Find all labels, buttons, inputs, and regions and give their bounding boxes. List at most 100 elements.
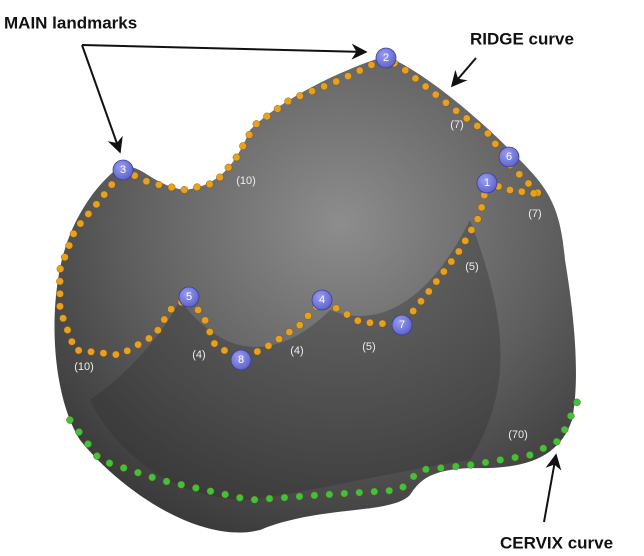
ridge-point (462, 237, 469, 244)
ridge-point (101, 191, 108, 198)
cervix-point (75, 428, 82, 435)
ridge-point (368, 61, 375, 68)
cervix-point (452, 463, 459, 470)
ridge-point (410, 307, 417, 314)
ridge-point (468, 226, 475, 233)
ridge-point (239, 142, 246, 149)
ridge-point (333, 78, 340, 85)
cervix-point (66, 416, 73, 423)
cervix-point (326, 491, 333, 498)
ridge-point (308, 88, 315, 95)
ridge-point (275, 335, 282, 342)
ridge-point (433, 278, 440, 285)
cervix-point (356, 489, 363, 496)
ridge-point (525, 180, 532, 187)
ridge-point (221, 347, 228, 354)
ridge-point (478, 204, 485, 211)
ridge-point (484, 130, 491, 137)
point-count: (10) (236, 175, 256, 187)
ridge-point (463, 115, 470, 122)
cervix-point (399, 483, 406, 490)
cervix-point (106, 460, 113, 467)
ridge-point (379, 320, 386, 327)
point-count: (70) (508, 429, 528, 441)
ridge-point (442, 99, 449, 106)
ridge-point (202, 317, 209, 324)
ridge-point (181, 186, 188, 193)
ridge-point (211, 340, 218, 347)
cervix-point (553, 438, 560, 445)
point-count: (7) (528, 208, 541, 220)
ridge-point (143, 178, 150, 185)
ridge-point (168, 306, 175, 313)
ridge-point (206, 328, 213, 335)
ridge-point (265, 342, 272, 349)
ridge-point (56, 303, 63, 310)
cervix-point (84, 440, 91, 447)
cervix-point (281, 494, 288, 501)
cervix-point (178, 481, 185, 488)
landmark-number: 3 (120, 164, 126, 176)
cervix-point (467, 461, 474, 468)
ridge-point (77, 220, 84, 227)
cervix-point (410, 473, 417, 480)
cervix-point (222, 491, 229, 498)
cervix-point (207, 488, 214, 495)
ridge-point (87, 348, 94, 355)
ridge-point (155, 181, 162, 188)
arrow (82, 45, 366, 52)
ridge-point (366, 319, 373, 326)
point-count: (5) (362, 341, 375, 353)
ridge-point (506, 186, 513, 193)
cervix-point (561, 426, 568, 433)
ridge-point (168, 184, 175, 191)
ridge-point (135, 341, 142, 348)
cervix-point (511, 454, 518, 461)
cervix-point (437, 464, 444, 471)
ridge-point (161, 316, 168, 323)
ridge-point (474, 216, 481, 223)
ridge-point (402, 67, 409, 74)
cervix-point (540, 445, 547, 452)
ridge-point (246, 131, 253, 138)
ridge-point (263, 113, 270, 120)
ridge-point (518, 188, 525, 195)
landmark-number: 4 (319, 294, 325, 306)
ridge-point (417, 298, 424, 305)
point-count: (4) (192, 349, 205, 361)
arrow (544, 455, 556, 522)
ridge-point (253, 120, 260, 127)
point-count: (5) (465, 261, 478, 273)
cervix-point (497, 456, 504, 463)
ridge-point (57, 265, 64, 272)
point-count: (7) (450, 119, 463, 131)
ridge-point (154, 327, 161, 334)
ridge-point (233, 154, 240, 161)
ridge-point (530, 190, 537, 197)
point-count: (10) (74, 361, 94, 373)
ridge-point (100, 350, 107, 357)
ridge-point (492, 140, 499, 147)
cervix-point (266, 495, 273, 502)
ridge-point (60, 315, 67, 322)
ridge-point (108, 181, 115, 188)
ridge-point (516, 171, 523, 178)
cervix-point (386, 487, 393, 494)
cervix-point (573, 399, 580, 406)
cervix-point (341, 490, 348, 497)
ridge-point (344, 73, 351, 80)
ridge-point (455, 248, 462, 255)
ridge-point (75, 347, 82, 354)
ridge-point (474, 122, 481, 129)
ridge-point (296, 322, 303, 329)
ridge-point (66, 242, 73, 249)
landmark-number: 8 (238, 354, 244, 366)
cervix-point (149, 474, 156, 481)
ridge-point (254, 348, 261, 355)
arrow (82, 45, 120, 152)
cervix-point (93, 452, 100, 459)
cervix-point (296, 493, 303, 500)
cervix-point (526, 451, 533, 458)
main-label: MAIN landmarks (4, 13, 137, 32)
cervix-point (120, 464, 127, 471)
